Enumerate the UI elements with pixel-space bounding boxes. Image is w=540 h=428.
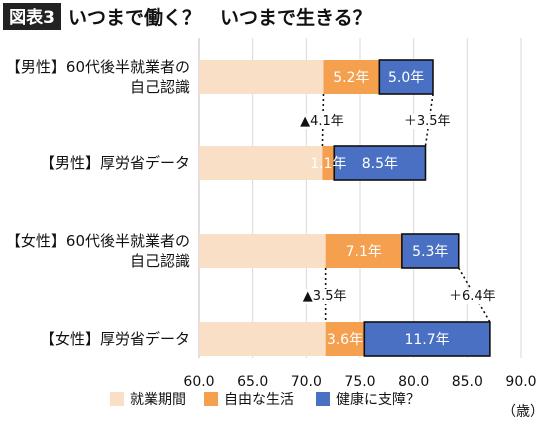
data-label: 8.5年 xyxy=(362,156,398,172)
data-label: 5.2年 xyxy=(333,70,369,86)
category-labels: 【男性】60代後半就業者の自己認識【男性】厚労省データ【女性】60代後半就業者の… xyxy=(6,58,190,348)
annotation-backing xyxy=(447,289,497,304)
x-tick-label: 60.0 xyxy=(183,374,214,390)
data-label: 1.1年 xyxy=(310,156,346,172)
bar-segment xyxy=(322,146,335,180)
category-label: 【男性】厚労省データ xyxy=(40,154,190,172)
annotation-backing xyxy=(299,114,345,129)
legend-swatch xyxy=(204,392,218,406)
bar-segment xyxy=(363,321,491,357)
bar-segment xyxy=(199,322,326,356)
x-tick-label: 85.0 xyxy=(452,374,483,390)
data-label: 5.0年 xyxy=(388,70,424,86)
legend-swatch xyxy=(110,392,124,406)
bar-segment xyxy=(325,234,402,268)
legend: 就業期間 自由な生活 健康に支障？ xyxy=(110,391,420,408)
bar-segment xyxy=(199,60,324,94)
legend-label: 就業期間 xyxy=(130,392,186,408)
x-axis-unit: （歳） xyxy=(502,404,540,420)
chart-title: いつまで働く？ いつまで生きる？ xyxy=(68,6,372,29)
bars xyxy=(199,59,491,357)
data-label: 7.1年 xyxy=(346,244,382,260)
connectors: ▲4.1年 ＋3.5年 ▲3.5年 ＋6.4年 xyxy=(299,93,497,323)
data-label: 3.6年 xyxy=(327,332,363,348)
category-label: 自己認識 xyxy=(130,252,190,270)
legend-swatch xyxy=(316,392,330,406)
x-tick-label: 75.0 xyxy=(344,374,375,390)
bar-segment xyxy=(199,146,323,180)
category-label: 自己認識 xyxy=(130,78,190,96)
annotation-backing xyxy=(301,289,348,304)
bar-segment xyxy=(401,233,460,269)
difference-annotation: ＋6.4年 xyxy=(449,289,496,304)
x-tick-label: 65.0 xyxy=(237,374,268,390)
chart-title-group: 図表3 いつまで働く？ いつまで生きる？ xyxy=(3,3,372,30)
category-label: 【女性】60代後半就業者の xyxy=(6,232,190,250)
bar-segment xyxy=(323,60,380,94)
annotation-backing xyxy=(402,114,452,129)
bar-segment xyxy=(378,59,434,95)
difference-annotation: ▲3.5年 xyxy=(303,289,347,304)
legend-label: 健康に支障？ xyxy=(336,391,420,408)
data-label: 5.3年 xyxy=(412,244,448,260)
x-tick-label: 70.0 xyxy=(291,374,322,390)
difference-annotation: ＋3.5年 xyxy=(404,114,451,129)
x-tick-label: 80.0 xyxy=(398,374,429,390)
bar-segment xyxy=(333,145,427,181)
title-badge-text: 図表3 xyxy=(9,7,55,28)
data-labels: 5.2年 5.0年 1.1年 8.5年 7.1年 5.3年 3.6年 11.7年 xyxy=(310,70,449,348)
legend-label: 自由な生活 xyxy=(224,392,294,408)
bar-segment xyxy=(325,322,365,356)
x-axis: 60.0 65.0 70.0 75.0 80.0 85.0 90.0 （歳） xyxy=(183,374,540,420)
x-tick-label: 90.0 xyxy=(505,374,536,390)
data-label: 11.7年 xyxy=(404,332,449,348)
difference-annotation: ▲4.1年 xyxy=(300,114,344,129)
category-label: 【女性】厚労省データ xyxy=(40,330,190,348)
bar-segment xyxy=(199,234,326,268)
category-label: 【男性】60代後半就業者の xyxy=(6,58,190,76)
title-badge xyxy=(3,3,61,30)
